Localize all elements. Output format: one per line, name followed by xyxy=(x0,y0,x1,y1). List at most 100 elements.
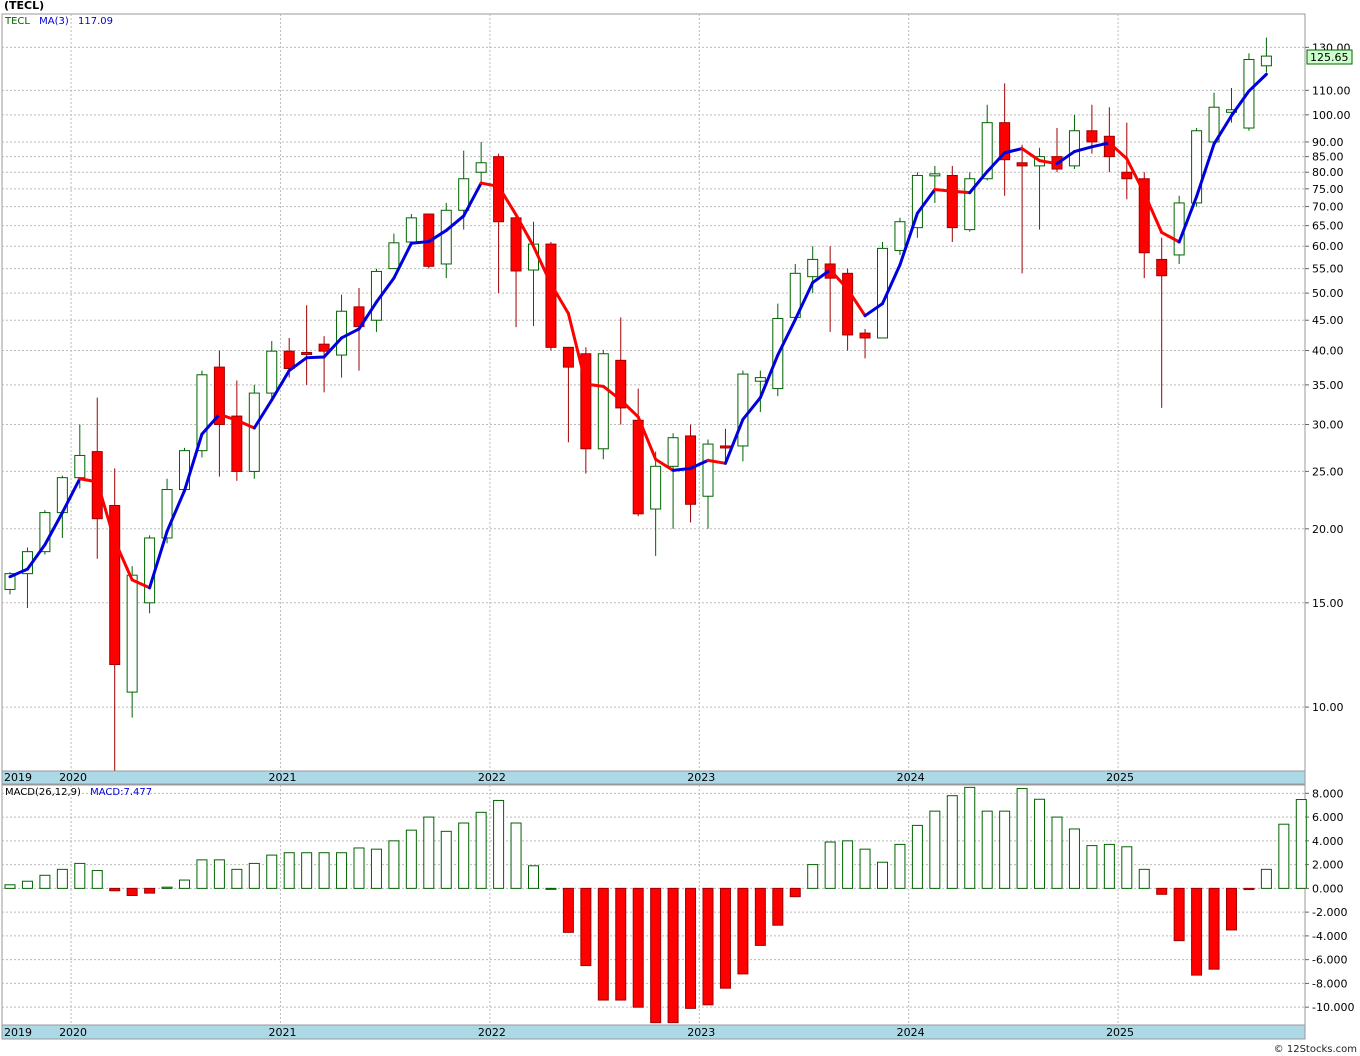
macd-bar-positive xyxy=(1260,868,1272,889)
macd-bar-negative xyxy=(737,887,749,975)
candle-down xyxy=(580,353,592,450)
macd-bar-positive xyxy=(336,852,348,889)
candle-up xyxy=(1260,55,1272,67)
macd-y-tick: 6.000 xyxy=(1312,811,1344,824)
ma-segment xyxy=(1125,157,1146,195)
legend-ma-label: MA(3) xyxy=(39,16,69,27)
ma-segment xyxy=(200,412,221,436)
ma-segment xyxy=(1072,145,1094,154)
macd-bar-positive xyxy=(56,868,68,889)
ma-segment xyxy=(252,398,274,430)
macd-bar-positive xyxy=(1121,846,1133,889)
price-y-tick: 35.00 xyxy=(1312,379,1344,392)
ma-segment xyxy=(497,184,518,217)
candle-up xyxy=(754,377,766,382)
candle-down xyxy=(719,445,731,449)
macd-y-axis: 8.000 6.000 4.000 2.000 0.000 -2.000 -4.000 -6.… xyxy=(1305,787,1354,1014)
ma-segment xyxy=(915,188,937,215)
ma-segment xyxy=(1160,230,1181,244)
ma-segment xyxy=(479,181,501,188)
macd-bar-positive xyxy=(370,848,382,889)
ma-segment xyxy=(287,356,309,373)
candle-up xyxy=(126,574,138,693)
macd-legend-value: MACD:7.477 xyxy=(90,787,152,798)
candle-up xyxy=(4,573,16,590)
candle-up xyxy=(929,173,941,177)
macd-bar-negative xyxy=(702,887,714,1006)
macd-bar-positive xyxy=(458,822,470,889)
macd-bar-positive xyxy=(999,810,1011,889)
price-x-tick: 2023 xyxy=(687,771,715,784)
price-x-axis-band xyxy=(1,770,1306,785)
candle-up xyxy=(248,392,260,472)
macd-bar-negative xyxy=(1173,887,1185,942)
macd-y-tick: 8.000 xyxy=(1312,787,1344,800)
ma-segment xyxy=(532,244,553,286)
ma-segment xyxy=(1055,150,1076,166)
ma-segment xyxy=(985,151,1007,174)
macd-bar-positive xyxy=(1016,788,1028,889)
candle-up xyxy=(807,258,819,278)
macd-bar-positive xyxy=(911,824,923,889)
ma-segment xyxy=(636,415,658,461)
ma-segment xyxy=(671,466,693,472)
ma-segment xyxy=(305,355,326,360)
price-x-tick: 2020 xyxy=(59,771,87,784)
macd-bars xyxy=(4,786,1307,1024)
macd-bar-negative xyxy=(109,887,121,892)
macd-bar-positive xyxy=(1103,843,1115,889)
macd-y-tick: -8.000 xyxy=(1312,977,1347,990)
macd-bar-negative xyxy=(562,887,574,933)
ma-segment xyxy=(392,241,413,280)
macd-x-tick: 2023 xyxy=(687,1026,715,1039)
macd-x-tick: 2025 xyxy=(1106,1026,1134,1039)
candle-up xyxy=(336,310,348,356)
macd-bar-negative xyxy=(1191,887,1203,976)
macd-legend: MACD(26,12,9) MACD:7.477 xyxy=(5,787,152,798)
macd-bar-negative xyxy=(719,887,731,989)
macd-bar-positive xyxy=(423,816,435,889)
ma-segment xyxy=(933,188,954,193)
price-y-tick: 90.00 xyxy=(1312,136,1344,149)
candle-down xyxy=(109,504,121,666)
price-x-tick: 2024 xyxy=(897,771,925,784)
price-y-tick: 10.00 xyxy=(1312,701,1344,714)
macd-bar-positive xyxy=(266,854,278,889)
price-y-tick: 25.00 xyxy=(1312,465,1344,478)
macd-x-tick: 2022 xyxy=(478,1026,506,1039)
ma-segment xyxy=(427,228,448,244)
ma-segment xyxy=(60,477,82,515)
candle-up xyxy=(911,174,923,229)
macd-bar-positive xyxy=(981,810,993,889)
macd-bar-positive xyxy=(493,799,505,889)
ma-segment xyxy=(130,578,152,590)
macd-bar-positive xyxy=(894,843,906,889)
candle-up xyxy=(1243,59,1255,129)
macd-bar-positive xyxy=(231,868,243,889)
candle-down xyxy=(946,174,958,229)
ma-segment xyxy=(183,432,204,493)
candle-down xyxy=(1016,162,1028,167)
macd-bar-positive xyxy=(1138,868,1150,889)
ma-segment xyxy=(409,240,431,245)
last-price-label: 125.65 xyxy=(1310,51,1349,64)
macd-bar-positive xyxy=(161,886,173,889)
macd-bar-positive xyxy=(1051,816,1063,889)
macd-y-tick: -10.000 xyxy=(1312,1001,1354,1014)
macd-x-axis-band xyxy=(1,1024,1306,1040)
candle-up xyxy=(196,374,208,452)
legend-ticker: TECL xyxy=(4,16,30,27)
macd-bar-positive xyxy=(946,795,958,889)
candle-down xyxy=(213,366,225,426)
price-y-tick: 80.00 xyxy=(1312,166,1344,179)
macd-bar-positive xyxy=(283,852,295,889)
candle-up xyxy=(737,373,749,447)
price-y-tick: 60.00 xyxy=(1312,240,1344,253)
price-y-tick: 55.00 xyxy=(1312,263,1344,276)
macd-bar-positive xyxy=(1034,798,1046,889)
macd-bar-negative xyxy=(580,887,592,967)
ma-segment xyxy=(776,318,797,357)
ma-segment xyxy=(741,396,762,421)
candle-up xyxy=(1191,130,1203,204)
last-price-box xyxy=(1306,49,1353,65)
